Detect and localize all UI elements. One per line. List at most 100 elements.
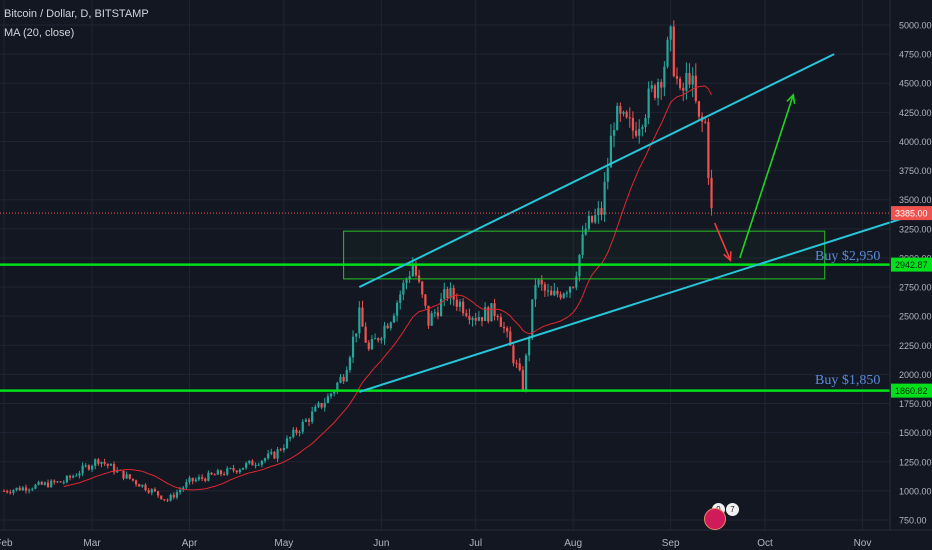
candle-body: [521, 370, 524, 391]
candle-body: [528, 337, 531, 356]
candle-body: [440, 298, 443, 317]
trend-drawings[interactable]: Buy $2,950 Buy $1,850: [0, 53, 907, 393]
candle-body: [421, 281, 424, 295]
buy-annotation-label[interactable]: Buy $1,850: [815, 373, 880, 388]
candle-body: [273, 451, 276, 459]
candle-body: [317, 403, 320, 407]
candle-body: [484, 307, 487, 321]
candle-body: [653, 85, 657, 98]
candle-body: [329, 393, 333, 397]
candle-body: [603, 181, 606, 215]
candle-body: [24, 487, 28, 491]
candle-body: [559, 294, 562, 298]
candle-body: [487, 307, 490, 322]
candle-body: [367, 342, 370, 350]
candle-body: [56, 481, 59, 483]
candle-body: [336, 382, 339, 391]
candle-body: [292, 429, 295, 438]
buy-zone-rectangle[interactable]: [343, 230, 826, 280]
candle-body: [40, 481, 43, 485]
candle-body: [685, 72, 688, 91]
rally-projection-arrow-line[interactable]: [739, 94, 795, 259]
candle-body: [361, 307, 364, 327]
candle-body: [68, 476, 72, 478]
candle-body: [496, 316, 499, 318]
indicator-legend[interactable]: MA (20, close): [4, 27, 75, 39]
candle-body: [471, 318, 474, 320]
candle-body: [210, 472, 213, 475]
us-flag-icon[interactable]: [704, 508, 726, 530]
price-tick-label: 1250.00: [899, 457, 932, 467]
candle-body: [207, 472, 210, 481]
candle-body: [84, 465, 87, 467]
chart-title[interactable]: Bitcoin / Dollar, D, BITSTAMP: [4, 8, 149, 20]
candle-body: [546, 290, 550, 292]
candle-body: [18, 487, 21, 491]
candle-body: [543, 284, 546, 291]
candle-body: [238, 469, 241, 473]
candle-body: [553, 290, 556, 296]
candle-body: [304, 419, 307, 422]
rally-projection-arrow-head: [786, 93, 796, 104]
candle-body: [672, 26, 675, 77]
candle-body: [609, 135, 613, 168]
price-tick-label: 4750.00: [899, 50, 932, 60]
candle-body: [455, 299, 458, 307]
candle-body: [518, 363, 521, 371]
candle-body: [575, 276, 578, 288]
candle-body: [597, 208, 600, 216]
price-tick-label: 4000.00: [899, 137, 932, 147]
price-axis[interactable]: 5000.00 4750.00 4500.00 4250.00 4000.00 3750.…: [889, 0, 932, 530]
candle-body: [37, 481, 40, 485]
candle-body: [279, 449, 282, 451]
candle-body: [625, 111, 628, 118]
drop-projection-arrow-line[interactable]: [713, 222, 732, 261]
candle-body: [172, 494, 175, 498]
candle-body: [87, 465, 91, 470]
candle-body: [663, 66, 666, 88]
candle-body: [50, 480, 53, 488]
candle-body: [509, 331, 512, 346]
upper-channel-trendline[interactable]: [358, 53, 835, 288]
candle-body: [28, 489, 31, 491]
candle-body: [502, 326, 506, 329]
lower-channel-trendline[interactable]: [359, 216, 907, 393]
candle-body: [223, 474, 226, 476]
candle-body: [141, 484, 144, 487]
candle-body: [405, 279, 408, 283]
price-tick-label: 1500.00: [899, 428, 932, 438]
candle-body: [75, 475, 78, 477]
candle-body: [474, 318, 477, 321]
candle-body: [433, 312, 436, 314]
candle-body: [550, 290, 553, 296]
buy-annotation-label[interactable]: Buy $2,950: [815, 249, 880, 264]
candle-body: [373, 338, 377, 340]
candle-body: [219, 470, 223, 475]
candle-body: [260, 460, 263, 465]
candle-body: [462, 301, 465, 314]
candle-body: [534, 284, 537, 300]
candle-body: [562, 293, 565, 298]
candle-body: [191, 477, 194, 482]
candle-body: [169, 494, 172, 501]
price-tick-label: 5000.00: [899, 21, 932, 31]
candle-body: [430, 313, 433, 326]
candle-body: [245, 463, 248, 468]
candle-body: [12, 490, 15, 493]
time-axis[interactable]: Feb Mar Apr May Jun Jul Aug Sep Oct Nov: [0, 529, 932, 549]
candle-body: [612, 130, 616, 136]
level-1860-tag-label: 1860.82: [895, 386, 928, 396]
candle-body: [9, 492, 12, 494]
price-tick-label: 3750.00: [899, 166, 932, 176]
candle-body: [103, 461, 106, 464]
candle-body: [94, 459, 97, 466]
level-2942-tag-label: 2942.87: [895, 260, 928, 270]
candle-body: [43, 482, 46, 485]
candle-body: [634, 130, 638, 136]
candle-body: [669, 26, 672, 40]
candle-body: [414, 264, 418, 276]
candle-body: [251, 460, 254, 466]
event-badge-icon[interactable]: 7: [726, 503, 739, 516]
